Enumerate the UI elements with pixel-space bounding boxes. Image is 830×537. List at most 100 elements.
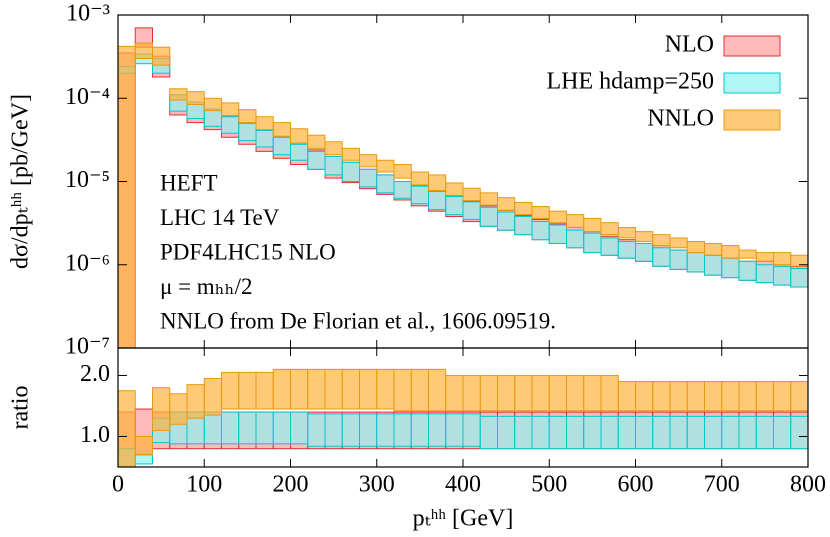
x-tick-label: 200 [273, 472, 309, 498]
band-segment [721, 257, 740, 279]
band-segment [255, 129, 274, 148]
band-segment [238, 109, 257, 124]
band-segment [290, 143, 309, 161]
band-segment [462, 413, 481, 447]
band-segment [548, 224, 567, 244]
band-segment [773, 381, 792, 412]
band-segment [704, 254, 723, 276]
band-segment [669, 415, 688, 450]
band-segment [255, 116, 274, 131]
band-segment [445, 374, 464, 412]
band-segment [652, 415, 671, 450]
band-segment [600, 374, 619, 412]
band-segment [548, 210, 567, 224]
band-segment [497, 197, 516, 211]
band-segment [272, 136, 291, 156]
band-segment [755, 415, 774, 450]
band-segment [290, 411, 309, 445]
band-segment [393, 413, 412, 447]
band-segment [721, 381, 740, 412]
band-segment [238, 371, 257, 410]
band-segment [134, 454, 153, 465]
band-segment [272, 122, 291, 137]
band-segment [341, 161, 360, 182]
band-segment [790, 268, 808, 288]
band-segment [704, 381, 723, 412]
band-segment [686, 252, 705, 273]
band-segment [393, 164, 412, 179]
annotation: HEFT [160, 170, 218, 195]
band-segment [686, 381, 705, 412]
legend-label: LHE hdamp=250 [546, 69, 714, 95]
band-segment [118, 45, 136, 348]
band-segment [497, 374, 516, 412]
band-segment [479, 415, 498, 450]
band-segment [445, 196, 464, 216]
x-tick-label: 500 [531, 472, 567, 498]
band-segment [738, 415, 757, 450]
band-segment [410, 413, 429, 447]
band-segment [479, 374, 498, 412]
band-segment [738, 249, 757, 259]
x-axis-label: pₜʰʰ [GeV] [413, 506, 514, 532]
band-segment [531, 221, 550, 241]
band-segment [755, 264, 774, 284]
band-segment [428, 413, 447, 447]
annotation: PDF4LHC15 NLO [160, 239, 336, 264]
band-segment [497, 415, 516, 450]
legend-label: NLO [665, 32, 714, 58]
legend-swatch [723, 109, 781, 131]
band-segment [583, 415, 602, 450]
x-tick-label: 800 [790, 472, 826, 498]
band-segment [393, 368, 412, 412]
x-tick-label: 400 [445, 472, 481, 498]
band-segment [635, 381, 654, 412]
band-segment [755, 252, 774, 262]
band-segment [307, 134, 326, 149]
x-tick-label: 600 [618, 472, 654, 498]
band-segment [290, 368, 309, 410]
band-segment [617, 415, 636, 450]
band-segment [773, 415, 792, 450]
band-segment [341, 368, 360, 410]
band-segment [514, 374, 533, 412]
y-axis-label: dσ/dpₜʰʰ [pb/GeV] [8, 94, 34, 269]
band-segment [531, 415, 550, 450]
y-tick-label: 10⁻⁶ [65, 250, 110, 276]
y-tick-label: 10⁻³ [66, 1, 110, 27]
band-segment [134, 42, 153, 60]
band-segment [410, 185, 429, 205]
band-segment [738, 260, 757, 281]
band-segment [307, 413, 326, 447]
band-segment [359, 413, 378, 447]
band-segment [203, 378, 222, 416]
band-segment [462, 374, 481, 412]
band-segment [497, 211, 516, 231]
band-segment [600, 222, 619, 236]
band-segment [359, 154, 378, 168]
band-segment [790, 381, 808, 412]
band-segment [479, 206, 498, 227]
band-segment [428, 174, 447, 191]
band-segment [462, 187, 481, 202]
band-segment [238, 411, 257, 445]
y-tick-label: 10⁻⁵ [65, 167, 110, 193]
band-segment [566, 374, 585, 412]
band-segment [324, 141, 343, 156]
annotation: LHC 14 TeV [160, 205, 280, 230]
band-segment [169, 88, 188, 101]
band-segment [307, 368, 326, 410]
band-segment [704, 242, 723, 256]
band-segment [445, 413, 464, 447]
band-segment [376, 174, 395, 194]
band-segment [186, 91, 205, 106]
band-segment [324, 155, 343, 176]
band-segment [617, 241, 636, 259]
main-plot [118, 27, 808, 348]
band-segment [152, 387, 171, 431]
band-segment [514, 215, 533, 236]
band-segment [566, 229, 585, 249]
annotation: NNLO from De Florian et al., 1606.09519. [160, 308, 556, 333]
